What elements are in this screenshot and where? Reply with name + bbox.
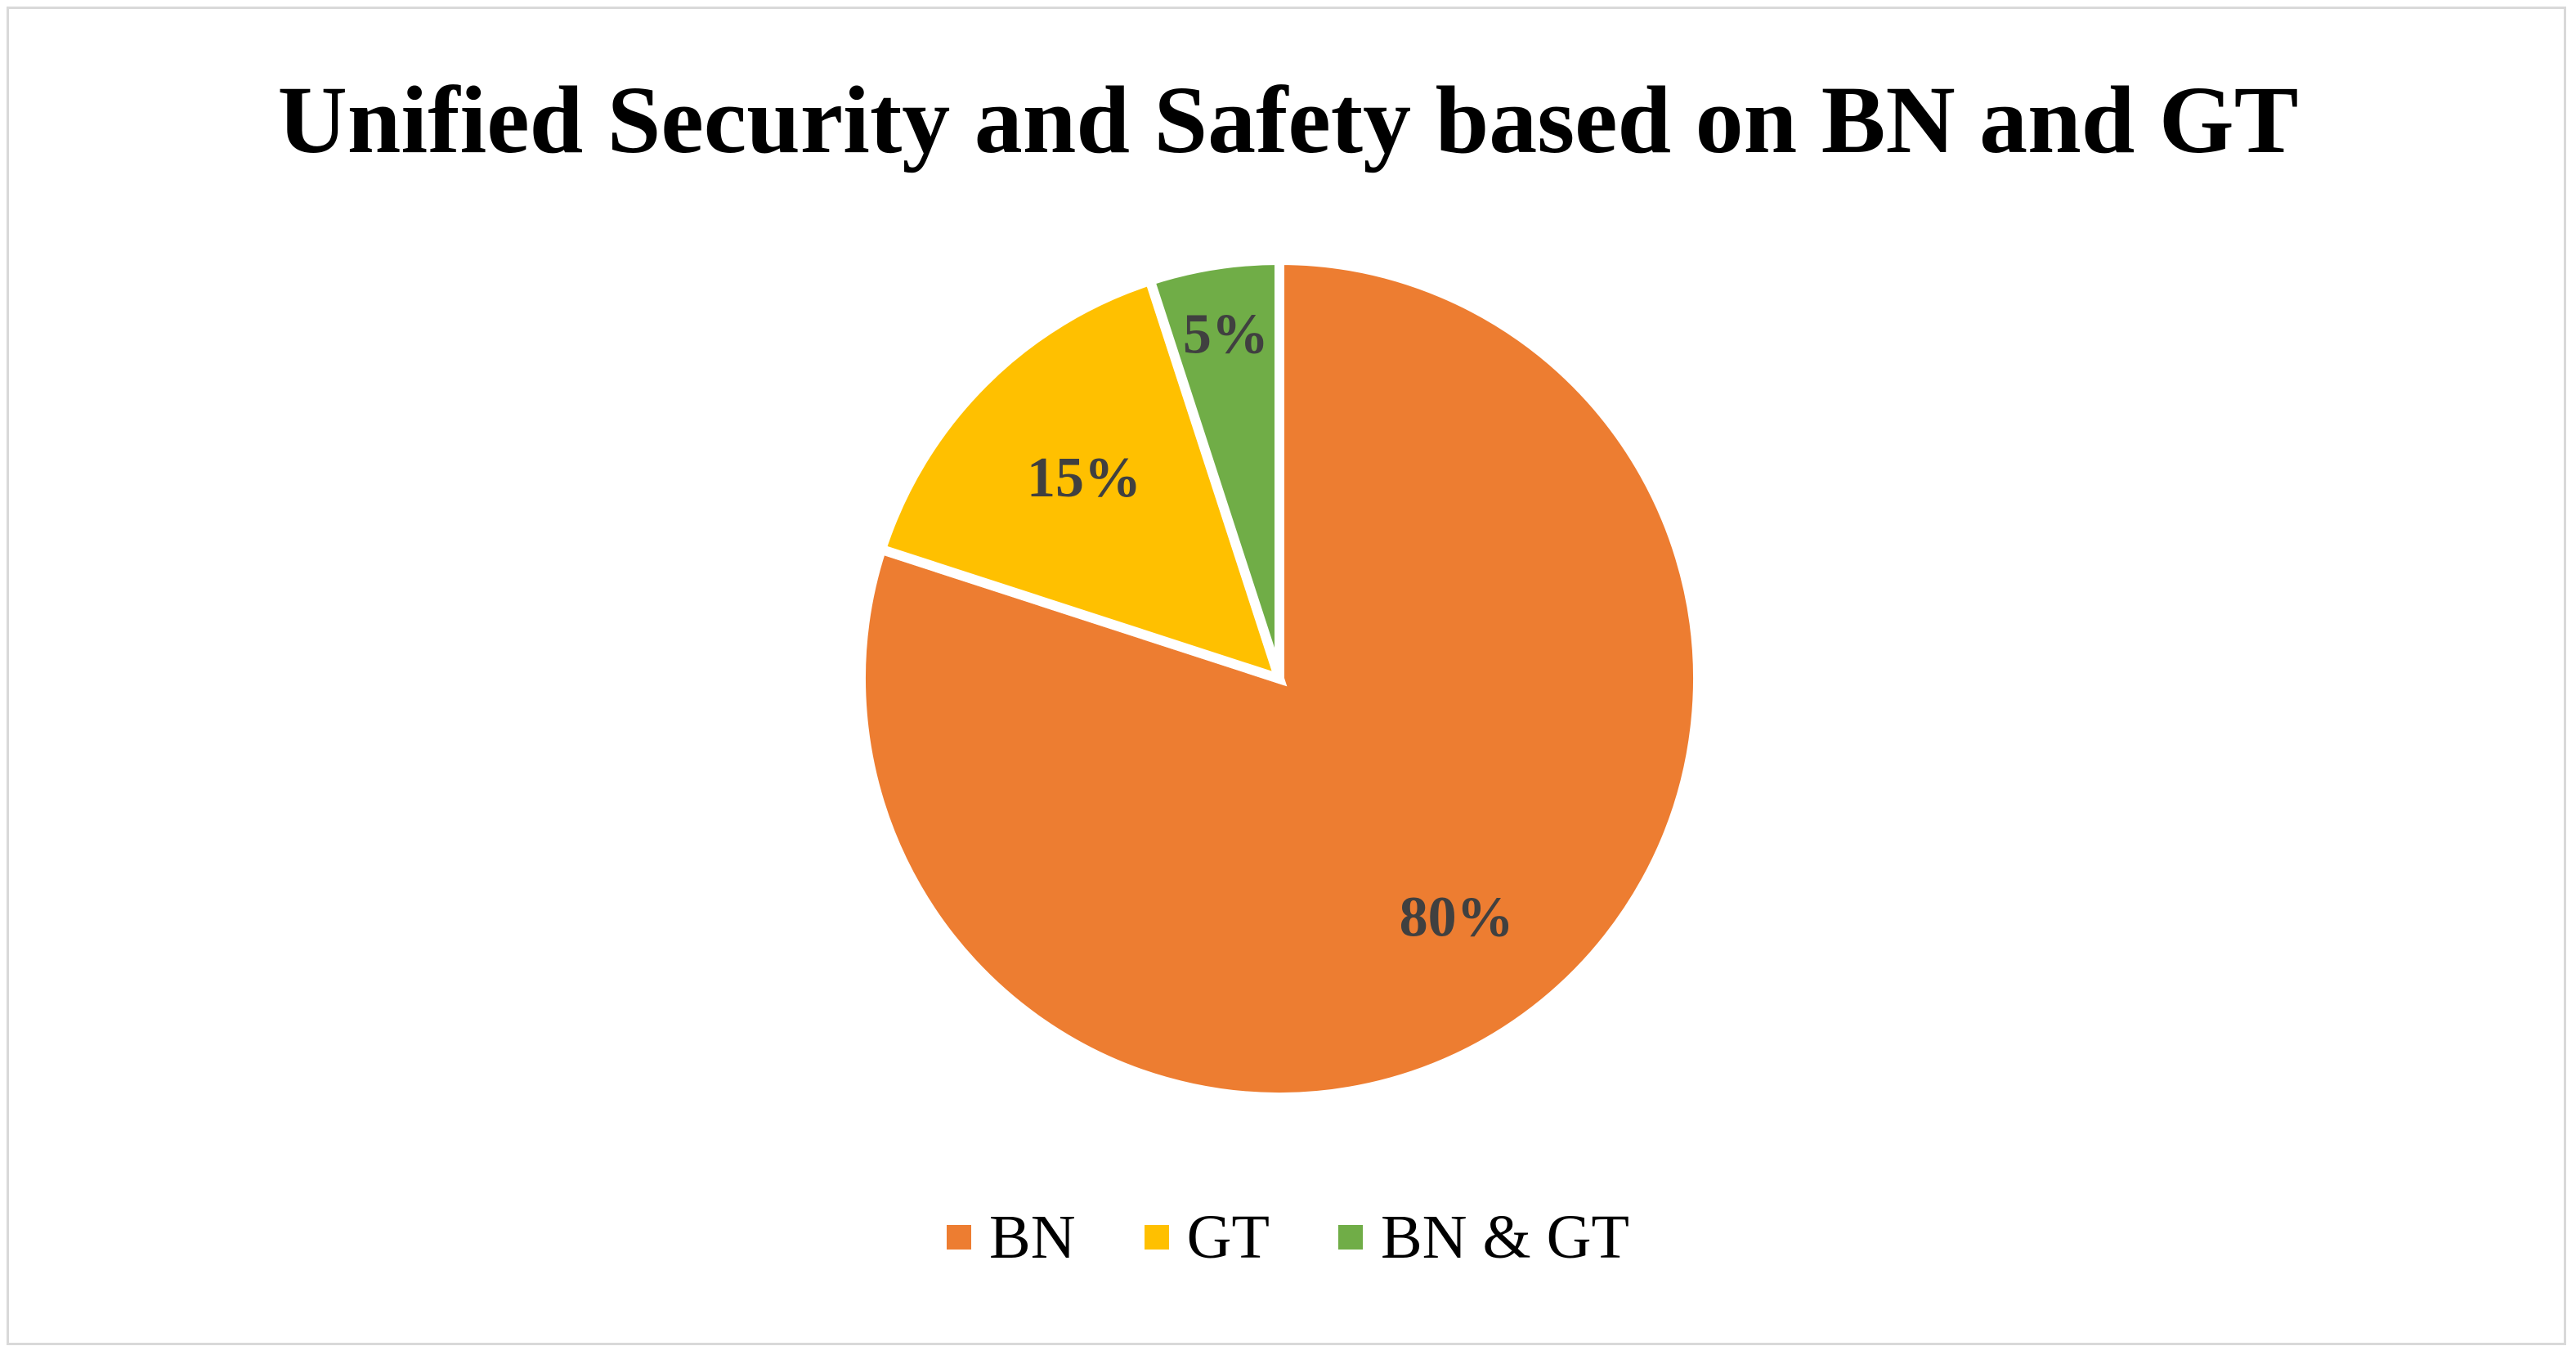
- legend-swatch-bn-gt: [1337, 1225, 1363, 1250]
- pie-slices: [856, 254, 1703, 1102]
- legend-swatch-bn: [947, 1225, 972, 1250]
- legend-label-bn-gt: BN & GT: [1380, 1203, 1629, 1272]
- legend: BN GT BN & GT: [0, 1200, 2576, 1274]
- data-label-gt: 15%: [1027, 446, 1141, 509]
- legend-swatch-gt: [1144, 1225, 1169, 1250]
- legend-item-bn: BN: [947, 1206, 1076, 1268]
- legend-label-gt: GT: [1186, 1203, 1270, 1272]
- legend-item-bn-gt: BN & GT: [1337, 1203, 1629, 1272]
- chart-title: Unified Security and Safety based on BN …: [277, 66, 2299, 173]
- pie-slice-bn-gt: [1144, 254, 1284, 680]
- pie-data-labels: 80% 15% 5%: [1027, 303, 1514, 949]
- data-label-bn: 80%: [1400, 886, 1514, 949]
- legend-item-gt: GT: [1144, 1203, 1270, 1272]
- legend-label-bn: BN: [989, 1203, 1076, 1272]
- data-label-bn-gt: 5%: [1183, 303, 1269, 366]
